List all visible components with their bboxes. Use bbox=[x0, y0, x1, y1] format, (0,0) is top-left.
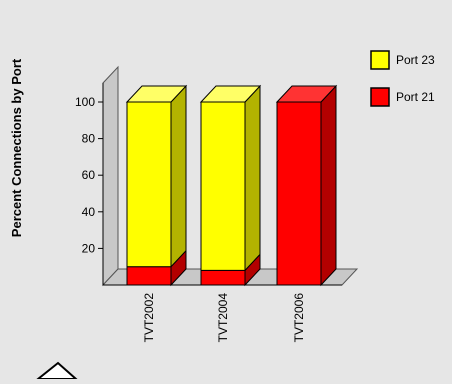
legend-label: Port 23 bbox=[396, 53, 435, 67]
y-tick-label: 100 bbox=[75, 95, 95, 109]
bar-top bbox=[125, 85, 188, 103]
y-tick-label: 60 bbox=[82, 168, 96, 182]
y-tick-label: 80 bbox=[82, 132, 96, 146]
x-tick-label: TVT2006 bbox=[292, 293, 306, 343]
bar-top bbox=[275, 85, 338, 103]
back-wall bbox=[102, 65, 119, 287]
legend-swatch bbox=[370, 87, 390, 107]
bar-segment bbox=[276, 101, 322, 286]
y-tick-label: 20 bbox=[82, 241, 96, 255]
bar-segment bbox=[126, 101, 172, 268]
y-tick-label: 40 bbox=[82, 205, 96, 219]
y-axis-label: Percent Connections by Port bbox=[9, 58, 24, 237]
bar-segment bbox=[126, 266, 172, 286]
bar-side bbox=[320, 84, 337, 287]
bar-side bbox=[244, 84, 261, 272]
x-tick-label: TVT2004 bbox=[216, 293, 230, 343]
bar-side bbox=[170, 84, 187, 268]
corner-decoration bbox=[35, 361, 79, 380]
bar-segment bbox=[200, 101, 246, 271]
legend-label: Port 21 bbox=[396, 90, 435, 104]
x-tick-label: TVT2002 bbox=[142, 293, 156, 343]
bar-segment bbox=[200, 269, 246, 286]
bar-top bbox=[199, 85, 262, 103]
legend-swatch bbox=[370, 50, 390, 70]
